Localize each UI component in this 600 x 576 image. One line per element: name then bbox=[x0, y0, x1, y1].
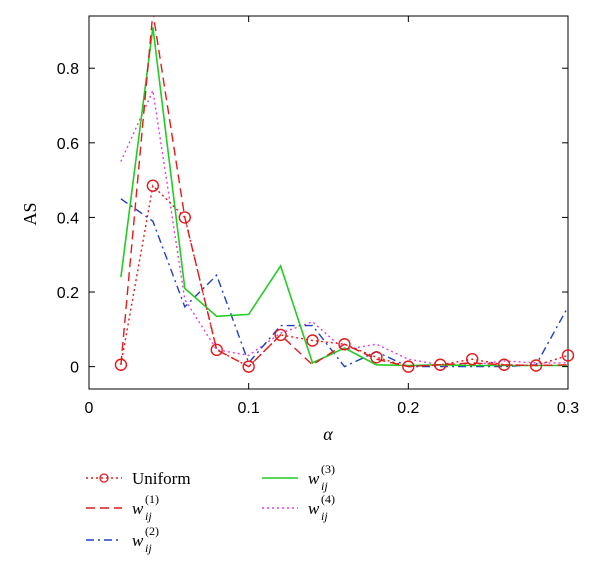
plot-frame bbox=[88, 15, 569, 390]
legend-label-sup: (3) bbox=[321, 462, 335, 476]
x-tick-label: 0 bbox=[85, 400, 94, 417]
series-line-5 bbox=[120, 88, 568, 366]
series-line-2 bbox=[120, 16, 568, 368]
series-line-4 bbox=[120, 27, 568, 367]
data-point bbox=[274, 328, 287, 342]
legend-label-3: w bbox=[132, 531, 144, 550]
legend-label-sub: ij bbox=[145, 509, 152, 523]
series-line-3 bbox=[120, 198, 568, 368]
data-point bbox=[402, 360, 415, 373]
data-point bbox=[242, 360, 255, 373]
axes: 0 0.1 0.2 0.3 0 0.2 0.4 0.6 0.8 bbox=[57, 16, 579, 417]
data-point bbox=[306, 334, 319, 347]
data-point bbox=[497, 358, 511, 371]
x-tick-label: 0.3 bbox=[557, 400, 579, 417]
legend-label-5: w bbox=[308, 499, 320, 518]
data-point bbox=[466, 352, 479, 366]
data-point bbox=[434, 358, 447, 371]
legend-marker bbox=[99, 473, 109, 483]
legend-label-sup: (4) bbox=[321, 492, 335, 506]
data-point bbox=[529, 359, 543, 372]
legend-label-sup: (1) bbox=[145, 492, 159, 506]
x-axis-label: α bbox=[323, 424, 333, 444]
legend-label-sub: ij bbox=[321, 479, 328, 493]
series-layer bbox=[114, 16, 575, 373]
y-tick-label: 0 bbox=[70, 360, 79, 377]
data-point bbox=[146, 179, 160, 192]
y-tick-label: 0.6 bbox=[57, 136, 79, 153]
data-point bbox=[561, 349, 575, 362]
data-point bbox=[210, 343, 223, 357]
data-point bbox=[338, 338, 351, 351]
legend-label-sub: ij bbox=[321, 509, 328, 523]
legend-label-4: w bbox=[308, 469, 320, 488]
y-tick-label: 0.2 bbox=[57, 285, 79, 302]
data-point bbox=[178, 211, 192, 224]
x-tick-label: 0.2 bbox=[397, 400, 419, 417]
x-tick-label: 0.1 bbox=[238, 400, 260, 417]
legend-label-sup: (2) bbox=[145, 524, 159, 538]
data-point bbox=[114, 358, 128, 371]
data-point bbox=[370, 351, 383, 364]
y-tick-label: 0.8 bbox=[57, 61, 79, 78]
legend-label-sub: ij bbox=[145, 541, 152, 555]
y-axis-label: AS bbox=[20, 202, 40, 225]
plot-area bbox=[88, 15, 569, 390]
y-tick-label: 0.4 bbox=[57, 210, 79, 227]
legend-label-2: w bbox=[132, 499, 144, 518]
legend-label-1: Uniform bbox=[132, 469, 191, 488]
